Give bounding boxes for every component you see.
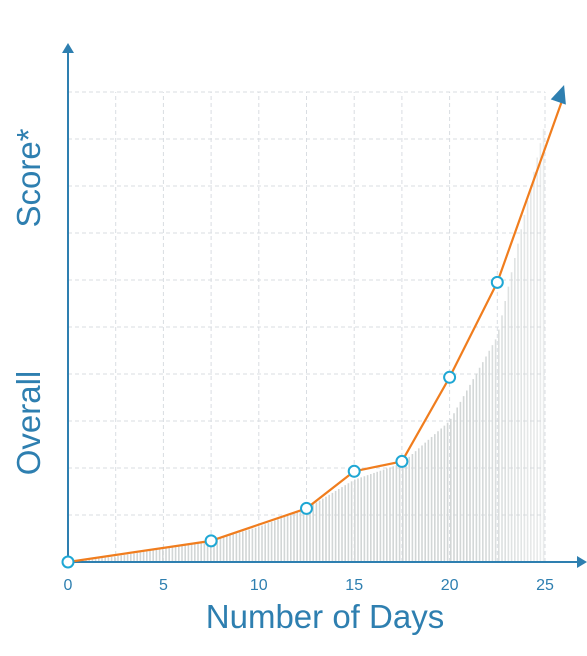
x-tick-label: 20 — [441, 577, 459, 594]
data-point — [395, 454, 409, 468]
axes — [62, 43, 587, 568]
data-point — [347, 464, 361, 478]
data-point — [443, 370, 457, 384]
x-tick-label: 10 — [250, 577, 268, 594]
x-tick-label: 25 — [536, 577, 554, 594]
x-tick-label: 5 — [159, 577, 168, 594]
grid — [68, 91, 546, 562]
data-point — [61, 555, 75, 569]
series-markers — [61, 275, 504, 569]
hatched-area — [69, 128, 545, 562]
y-axis-title-top: Score* — [10, 128, 47, 227]
data-point — [490, 275, 504, 289]
x-tick-label: 15 — [345, 577, 363, 594]
series-polyline — [67, 94, 566, 564]
series-line — [67, 84, 566, 564]
x-tick-label: 0 — [64, 577, 73, 594]
data-point — [300, 501, 313, 515]
y-axis-title-bottom: Overall — [10, 371, 47, 476]
data-point — [204, 534, 218, 548]
y-axis-arrow-icon — [62, 43, 74, 53]
x-axis-title: Number of Days — [206, 598, 444, 635]
series-arrow-icon — [550, 84, 566, 105]
x-tick-labels: 0 5 10 15 20 25 — [64, 577, 554, 594]
x-axis-arrow-icon — [577, 556, 587, 568]
